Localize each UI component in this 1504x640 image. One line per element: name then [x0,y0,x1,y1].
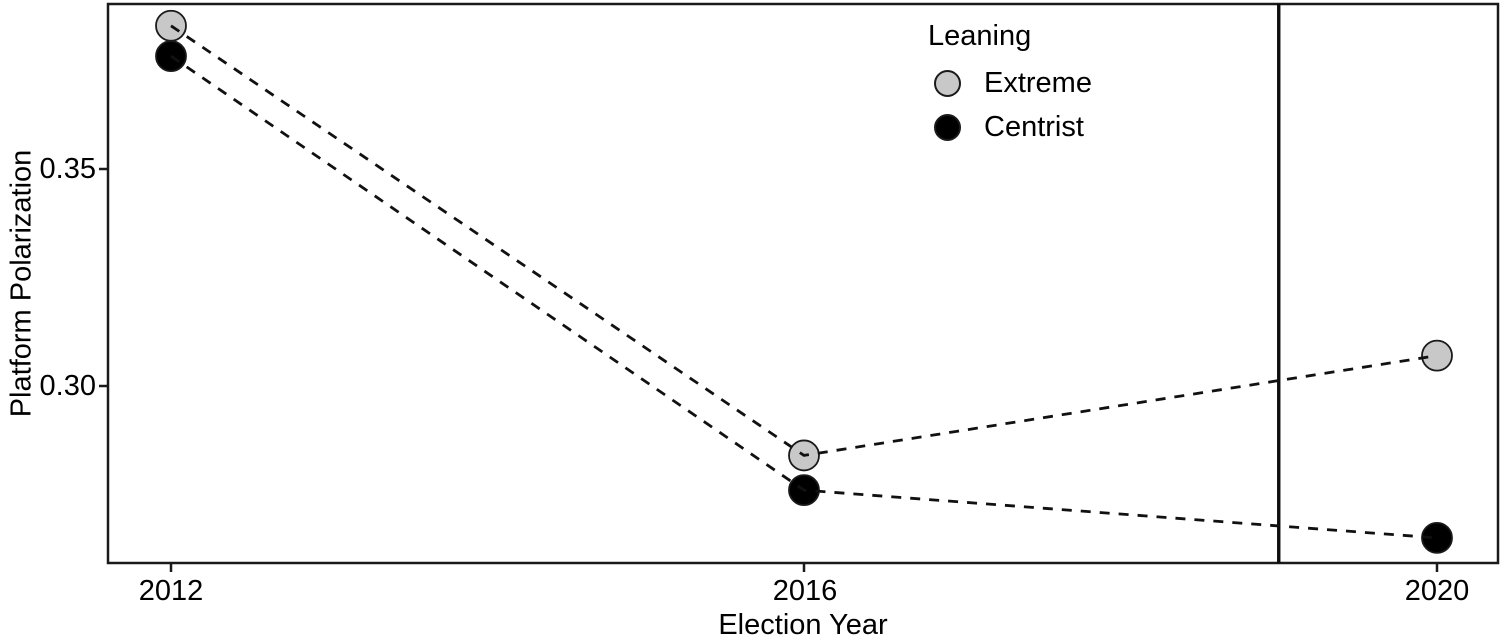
legend-title: Leaning [928,20,1032,52]
x-tick-label-2012: 2012 [138,575,204,607]
y-axis-title: Platform Polarization [5,149,38,418]
extreme-marker-icon [934,70,961,97]
data-point-extreme-2012 [155,9,187,42]
x-tick-label-2020: 2020 [1404,575,1470,607]
legend-item-centrist: Centrist [928,113,1092,142]
x-axis-title: Election Year [718,609,888,640]
legend-item-extreme: Extreme [928,69,1092,98]
legend: Leaning Extreme Centrist [928,22,1092,157]
legend-label-extreme: Extreme [984,67,1092,99]
x-tick-label-2016: 2016 [772,575,838,607]
data-point-extreme-2020 [1421,339,1453,372]
series-line-extreme [170,24,1438,457]
y-tick-label-030: 0.30 [39,370,96,402]
legend-label-centrist: Centrist [984,111,1084,143]
y-tick-label-035: 0.35 [39,153,96,185]
series-line-centrist [170,55,1438,540]
centrist-marker-icon [934,114,961,141]
